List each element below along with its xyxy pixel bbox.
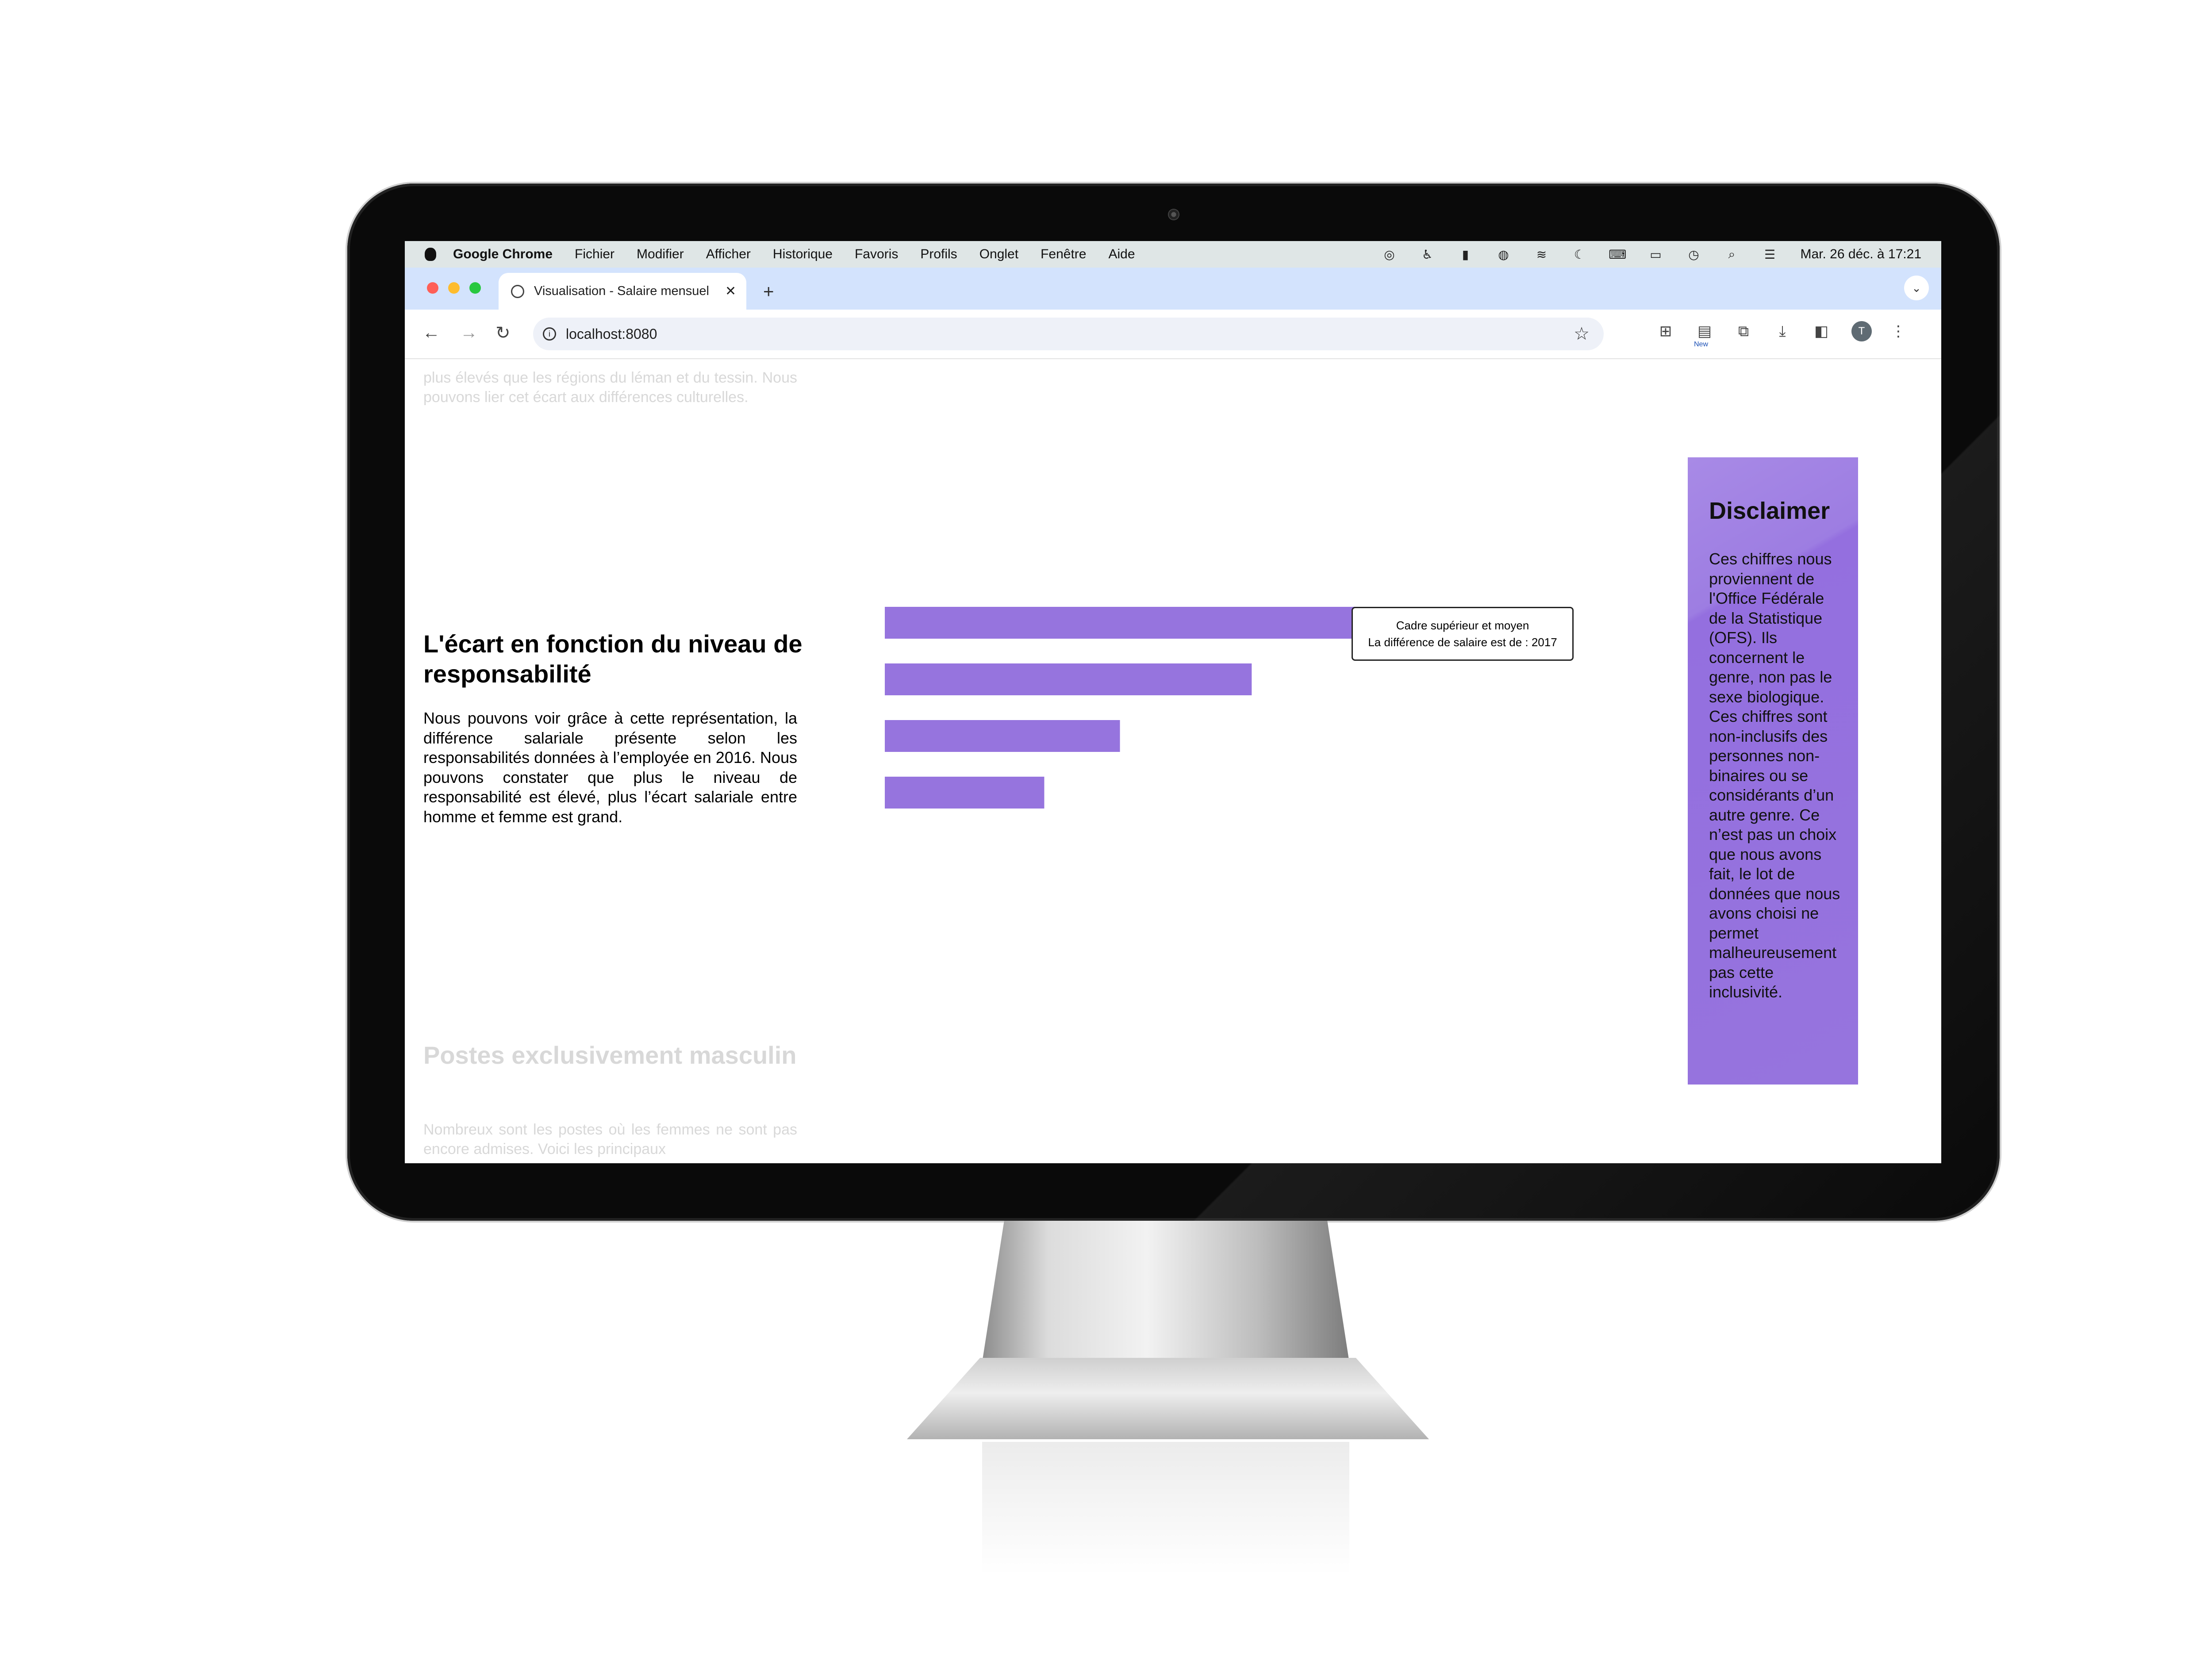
disclaimer-text: Ces chiffres nous proviennent de l'Offic… — [1709, 550, 1840, 1001]
toolbar-actions: ⊞ ▤ New ⧉ ⤓ ◧ T ⋮ — [1657, 321, 1928, 348]
control-center-icon[interactable]: ☰ — [1764, 247, 1776, 261]
stand-reflection — [982, 1442, 1349, 1575]
next-section-text: Nombreux sont les postes où les femmes n… — [423, 1121, 797, 1157]
vpn-icon[interactable]: ◍ — [1498, 247, 1509, 261]
extensions-icon[interactable]: ⧉ — [1738, 322, 1749, 340]
section-text: Nous pouvons voir grâce à cette représen… — [423, 709, 797, 826]
bar-2[interactable] — [885, 663, 1252, 695]
globe-icon — [511, 284, 524, 298]
site-info-icon[interactable]: i — [543, 327, 556, 341]
menu-fenetre[interactable]: Fenêtre — [1041, 247, 1087, 261]
new-feature-icon[interactable]: ▤ — [1697, 323, 1712, 340]
camera-icon — [1168, 209, 1179, 220]
menu-clock[interactable]: Mar. 26 déc. à 17:21 — [1800, 247, 1921, 261]
wifi-icon[interactable]: ≋ — [1536, 247, 1547, 261]
reload-icon[interactable]: ↻ — [495, 323, 511, 343]
menu-onglet[interactable]: Onglet — [979, 247, 1019, 261]
accessibility-icon[interactable]: ♿ — [1421, 247, 1433, 261]
menu-modifier[interactable]: Modifier — [637, 247, 684, 261]
chart-tooltip: Cadre supérieur et moyen La différence d… — [1352, 607, 1574, 661]
disclaimer-title: Disclaimer — [1709, 498, 1830, 524]
previous-section-text: plus élevés que les régions du léman et … — [423, 369, 797, 406]
search-icon[interactable]: ⌕ — [1728, 247, 1736, 261]
tab-strip: Visualisation - Salaire mensuel ✕ + ⌄ — [405, 268, 1941, 310]
close-tab-icon[interactable]: ✕ — [725, 284, 737, 299]
next-section-title: Postes exclusivement masculin — [423, 1041, 797, 1069]
menu-historique[interactable]: Historique — [772, 247, 833, 261]
download-icon[interactable]: ⤓ — [1779, 322, 1786, 340]
back-arrow-icon[interactable]: ← — [422, 323, 440, 342]
window-controls — [427, 282, 491, 294]
install-app-icon[interactable]: ⊞ — [1659, 323, 1672, 340]
bar-4[interactable] — [885, 777, 1045, 809]
section-title: L'écart en fonction du niveau de respons… — [423, 630, 803, 688]
keyboard-icon[interactable]: ⌨ — [1609, 247, 1627, 261]
menu-favoris[interactable]: Favoris — [854, 247, 899, 261]
menu-fichier[interactable]: Fichier — [575, 247, 615, 261]
close-window-button[interactable] — [427, 282, 438, 294]
bookmark-star-icon[interactable]: ☆ — [1574, 324, 1590, 344]
monitor-stand — [982, 1221, 1349, 1362]
sidebar-icon[interactable]: ▮ — [1462, 247, 1469, 261]
address-bar[interactable]: i localhost:8080 ☆ — [533, 318, 1604, 350]
new-tab-button[interactable]: + — [763, 281, 774, 302]
tab-visualisation[interactable]: Visualisation - Salaire mensuel ✕ — [499, 273, 746, 310]
moon-icon[interactable]: ☾ — [1574, 247, 1586, 261]
menu-app-name[interactable]: Google Chrome — [453, 247, 553, 261]
tab-search-chevron-icon[interactable]: ⌄ — [1904, 276, 1929, 300]
disclaimer-panel: Disclaimer Ces chiffres nous proviennent… — [1688, 457, 1858, 1085]
macos-menu-bar: Google Chrome Fichier Modifier Afficher … — [405, 241, 1941, 268]
apple-icon[interactable] — [425, 248, 436, 261]
creative-cloud-icon[interactable]: ◎ — [1384, 247, 1395, 261]
minimize-window-button[interactable] — [448, 282, 460, 294]
menu-afficher[interactable]: Afficher — [706, 247, 751, 261]
menu-extras: ◎ ♿ ▮ ◍ ≋ ☾ ⌨ ▭ ◷ ⌕ ☰ Mar. 26 déc. à 17:… — [1359, 241, 1921, 268]
menu-profils[interactable]: Profils — [920, 247, 957, 261]
profile-avatar[interactable]: T — [1851, 321, 1872, 341]
browser-toolbar: ← → ↻ i localhost:8080 ☆ ⊞ ▤ New ⧉ ⤓ ◧ T… — [405, 310, 1941, 359]
monitor-stand-base — [907, 1358, 1429, 1439]
zoom-window-button[interactable] — [469, 282, 481, 294]
bar-3[interactable] — [885, 720, 1120, 752]
web-page: plus élevés que les régions du léman et … — [405, 359, 1941, 1163]
tab-title: Visualisation - Salaire mensuel — [534, 284, 710, 298]
url-text[interactable]: localhost:8080 — [566, 326, 657, 342]
new-badge: New — [1694, 341, 1709, 348]
tooltip-category: Cadre supérieur et moyen — [1396, 619, 1529, 632]
time-machine-icon[interactable]: ◷ — [1688, 247, 1699, 261]
responsibility-bar-chart: Cadre supérieur et moyen La différence d… — [885, 607, 1574, 837]
side-panel-icon[interactable]: ◧ — [1814, 323, 1829, 340]
tooltip-difference: La différence de salaire est de : 2017 — [1368, 636, 1557, 649]
menu-aide[interactable]: Aide — [1108, 247, 1135, 261]
battery-icon[interactable]: ▭ — [1650, 247, 1662, 261]
more-menu-icon[interactable]: ⋮ — [1891, 323, 1906, 340]
screen: Google Chrome Fichier Modifier Afficher … — [405, 241, 1941, 1163]
forward-arrow-icon[interactable]: → — [460, 323, 478, 342]
